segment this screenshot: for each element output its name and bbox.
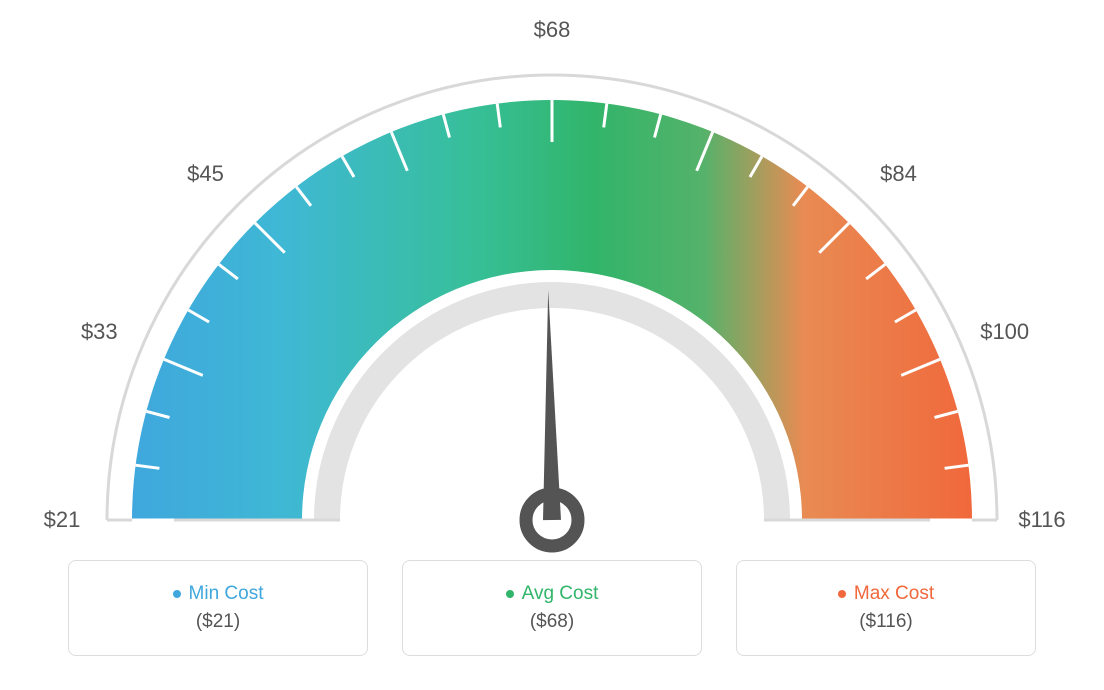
gauge-tick-label: $68 xyxy=(534,17,571,43)
legend-title-row: Max Cost xyxy=(838,583,934,605)
legend-value: ($21) xyxy=(196,611,240,633)
legend-title: Max Cost xyxy=(854,583,934,605)
dot-icon xyxy=(838,590,846,598)
legend-title-row: Min Cost xyxy=(173,583,264,605)
gauge-tick-label: $45 xyxy=(187,161,224,187)
legend-title: Min Cost xyxy=(189,583,264,605)
gauge-tick-label: $21 xyxy=(44,507,81,533)
gauge-tick-label: $33 xyxy=(81,319,118,345)
legend-card-min: Min Cost ($21) xyxy=(68,560,368,656)
legend-row: Min Cost ($21) Avg Cost ($68) Max Cost (… xyxy=(0,560,1104,656)
gauge-tick-label: $84 xyxy=(880,161,917,187)
dot-icon xyxy=(173,590,181,598)
legend-value: ($68) xyxy=(530,611,574,633)
legend-value: ($116) xyxy=(859,611,913,633)
gauge-tick-label: $116 xyxy=(1018,507,1065,533)
legend-title-row: Avg Cost xyxy=(506,583,599,605)
legend-card-avg: Avg Cost ($68) xyxy=(402,560,702,656)
dot-icon xyxy=(506,590,514,598)
gauge-tick-label: $100 xyxy=(980,319,1029,345)
legend-card-max: Max Cost ($116) xyxy=(736,560,1036,656)
legend-title: Avg Cost xyxy=(522,583,599,605)
gauge-svg xyxy=(0,0,1104,560)
gauge-container: $21 $33 $45 $68 $84 $100 $116 xyxy=(0,0,1104,560)
